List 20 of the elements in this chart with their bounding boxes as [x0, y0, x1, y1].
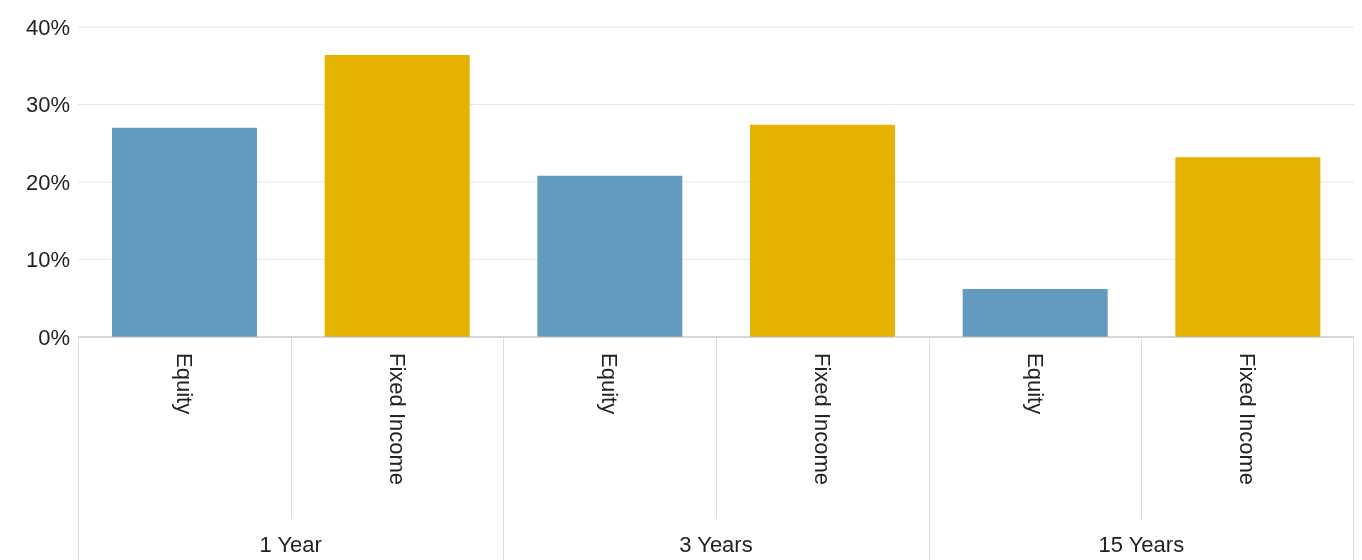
bar — [112, 127, 258, 337]
bar — [324, 54, 470, 337]
y-tick-label: 40% — [25, 14, 70, 40]
text: 1 Year — [258, 532, 323, 558]
y-tick-label: 20% — [25, 169, 70, 195]
text: 15 Years — [1097, 532, 1186, 558]
x-tick-label: Fixed Income — [809, 353, 835, 486]
x-tick-label: Equity — [1022, 353, 1048, 415]
bar — [537, 175, 683, 337]
x-tick-label: Fixed Income — [384, 353, 410, 486]
x-tick-label: Equity — [171, 353, 197, 415]
bar — [962, 288, 1108, 337]
text: 3 Years — [678, 532, 754, 558]
y-tick-label: 0% — [38, 324, 70, 350]
bar — [750, 124, 896, 337]
x-tick-label: Equity — [597, 353, 623, 415]
bar — [1175, 157, 1321, 337]
y-tick-label: 10% — [25, 247, 70, 273]
y-tick-label: 30% — [25, 92, 70, 118]
x-tick-label: Fixed Income — [1235, 353, 1261, 486]
